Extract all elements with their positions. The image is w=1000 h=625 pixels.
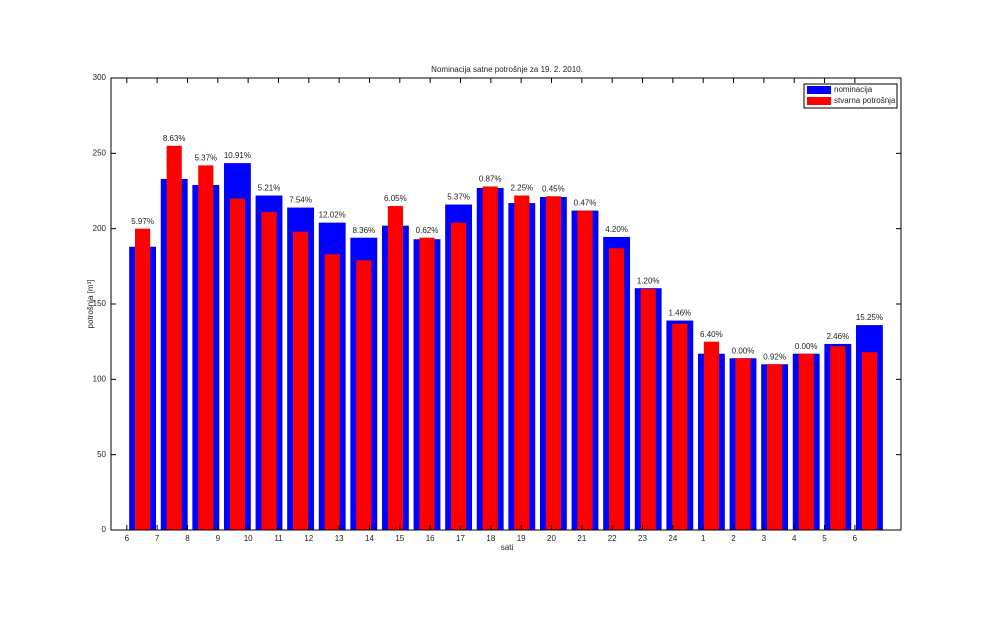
x-tick-label: 3 [762, 534, 767, 543]
x-tick-label: 13 [335, 534, 344, 543]
legend-swatch [807, 97, 831, 105]
x-tick-label: 7 [155, 534, 160, 543]
bar-annotation: 0.45% [542, 184, 565, 193]
x-tick-label: 11 [274, 534, 283, 543]
bar-annotation: 0.00% [795, 342, 818, 351]
x-tick-label: 4 [792, 534, 797, 543]
x-tick-label: 12 [304, 534, 313, 543]
bar [767, 364, 783, 530]
y-tick-label: 250 [93, 148, 107, 157]
bar-annotation: 0.62% [416, 226, 439, 235]
bar [703, 341, 719, 530]
bar [545, 196, 561, 531]
bar [166, 145, 182, 531]
chart-title: Nominacija satne potrošnje za 19. 2. 201… [431, 65, 583, 74]
bar [261, 212, 277, 531]
x-tick-label: 18 [486, 534, 495, 543]
legend-label: nominacija [834, 85, 873, 94]
bar [229, 198, 245, 531]
x-tick-label: 6 [853, 534, 858, 543]
x-tick-label: 5 [822, 534, 827, 543]
bar-annotation: 6.40% [700, 330, 723, 339]
bar-annotation: 0.92% [763, 352, 786, 361]
bar-annotation: 6.05% [384, 194, 407, 203]
bar [830, 346, 846, 530]
y-tick-label: 300 [93, 73, 107, 82]
bar-annotation: 8.63% [163, 134, 186, 143]
bar [514, 195, 530, 530]
x-tick-label: 9 [216, 534, 221, 543]
x-tick-label: 15 [395, 534, 404, 543]
bar [198, 165, 214, 531]
bar-annotation: 4.20% [605, 225, 628, 234]
bar-annotation: 7.54% [289, 196, 312, 205]
bar [293, 231, 309, 530]
x-axis-label: sati [501, 543, 514, 552]
bar [861, 352, 877, 530]
bar [356, 260, 372, 530]
x-tick-label: 19 [517, 534, 526, 543]
bar-annotation: 5.21% [258, 184, 281, 193]
x-tick-label: 21 [577, 534, 586, 543]
bar [324, 254, 340, 530]
bar-annotation: 0.47% [574, 199, 597, 208]
bar [451, 222, 467, 530]
bar-annotation: 1.46% [668, 309, 691, 318]
x-tick-label: 24 [668, 534, 677, 543]
bar [135, 228, 151, 530]
bar [640, 288, 656, 530]
bar [387, 206, 403, 531]
x-tick-label: 16 [426, 534, 435, 543]
x-tick-label: 22 [608, 534, 617, 543]
x-tick-label: 17 [456, 534, 465, 543]
y-tick-label: 200 [93, 224, 107, 233]
bar-annotation: 2.25% [510, 184, 533, 193]
bar-annotation: 8.36% [352, 226, 375, 235]
bar-annotation: 2.46% [826, 332, 849, 341]
y-tick-label: 100 [93, 374, 107, 383]
bar-annotation: 15.25% [856, 313, 883, 322]
x-tick-label: 6 [125, 534, 130, 543]
x-tick-label: 14 [365, 534, 374, 543]
bar [798, 353, 814, 530]
bar [482, 186, 498, 531]
bar [419, 237, 435, 530]
bar-annotation: 12.02% [319, 211, 346, 220]
bar-annotation: 0.87% [479, 175, 502, 184]
y-tick-label: 0 [102, 525, 107, 534]
y-axis-label: potrošnja [m³] [86, 280, 95, 329]
bar [672, 323, 688, 530]
bar-annotation: 5.37% [194, 153, 217, 162]
x-tick-label: 8 [185, 534, 190, 543]
legend-label: stvarna potrošnja [834, 96, 896, 105]
bar-annotation: 5.37% [447, 193, 470, 202]
y-tick-label: 50 [97, 450, 106, 459]
x-tick-label: 10 [244, 534, 253, 543]
bar-annotation: 10.91% [224, 151, 251, 160]
x-tick-label: 23 [638, 534, 647, 543]
bar-annotation: 1.20% [637, 276, 660, 285]
x-tick-label: 1 [701, 534, 706, 543]
legend-swatch [807, 86, 831, 94]
bar [735, 358, 751, 530]
x-tick-label: 2 [731, 534, 736, 543]
bar-annotation: 5.97% [131, 217, 154, 226]
bar [609, 248, 625, 530]
x-tick-label: 20 [547, 534, 556, 543]
bar [577, 210, 593, 530]
y-tick-label: 150 [93, 299, 107, 308]
bar-annotation: 0.00% [732, 346, 755, 355]
